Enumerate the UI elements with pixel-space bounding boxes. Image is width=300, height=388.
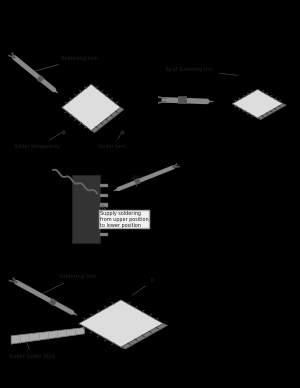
Polygon shape bbox=[71, 312, 77, 315]
Text: Soldering Iron: Soldering Iron bbox=[43, 274, 96, 293]
Bar bbox=[100, 194, 108, 197]
Text: IC: IC bbox=[132, 278, 156, 295]
Bar bbox=[72, 175, 100, 243]
Polygon shape bbox=[121, 324, 168, 349]
Text: Supply soldering
from upper position
to lower position: Supply soldering from upper position to … bbox=[100, 211, 148, 228]
Bar bbox=[100, 184, 108, 187]
Polygon shape bbox=[91, 107, 124, 133]
Polygon shape bbox=[232, 104, 261, 120]
Text: Soldering Iron: Soldering Iron bbox=[35, 56, 98, 71]
Bar bbox=[100, 233, 108, 236]
Text: Solder temporarily: Solder temporarily bbox=[14, 133, 61, 149]
Text: Tip of Soldering Iron: Tip of Soldering Iron bbox=[164, 67, 238, 75]
Text: Solder tem...: Solder tem... bbox=[98, 134, 130, 149]
Bar bbox=[100, 223, 108, 226]
Polygon shape bbox=[114, 189, 119, 191]
Polygon shape bbox=[11, 327, 84, 344]
Bar bbox=[100, 213, 108, 216]
Polygon shape bbox=[79, 324, 125, 349]
Polygon shape bbox=[62, 84, 121, 131]
Text: Solder Solder Wick: Solder Solder Wick bbox=[9, 343, 56, 359]
Text: Solder: Solder bbox=[132, 175, 148, 187]
Polygon shape bbox=[62, 107, 95, 133]
Polygon shape bbox=[53, 89, 58, 93]
Polygon shape bbox=[258, 104, 286, 120]
Bar bbox=[100, 203, 108, 206]
Polygon shape bbox=[232, 89, 283, 118]
Polygon shape bbox=[79, 300, 163, 347]
Polygon shape bbox=[208, 101, 214, 102]
